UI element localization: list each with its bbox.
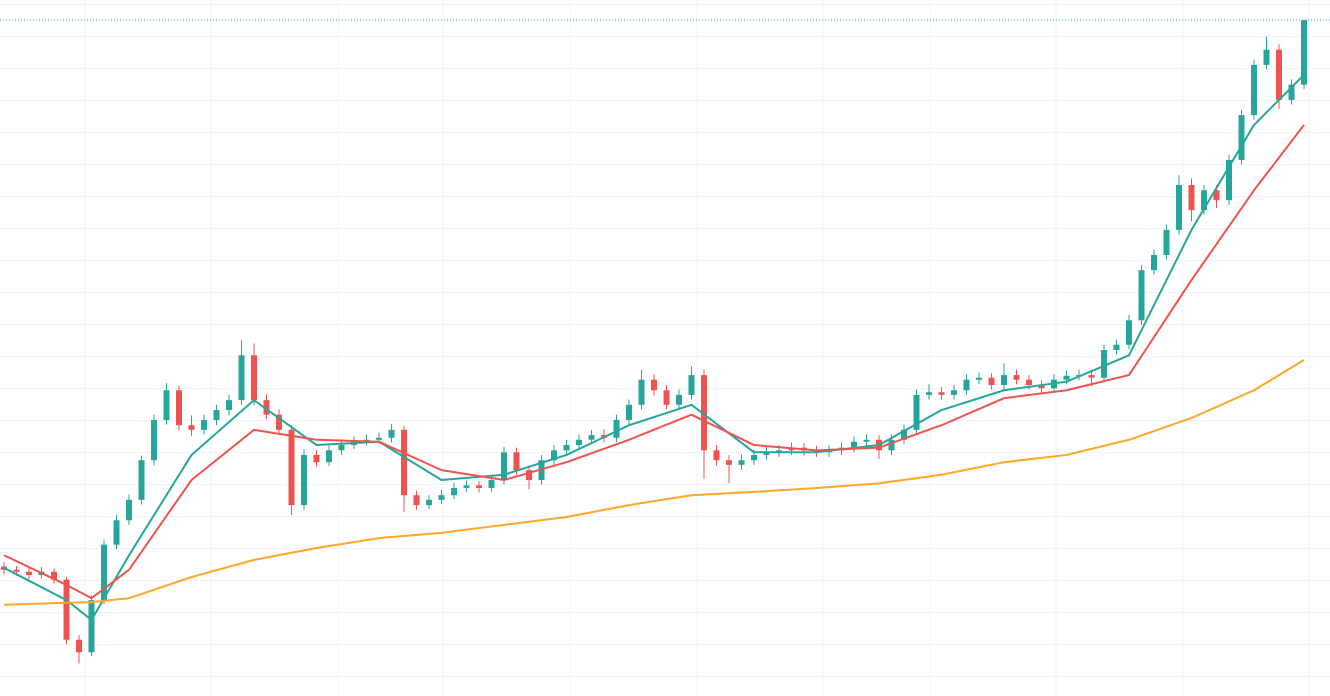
candle-body <box>738 460 745 465</box>
candle-body <box>1088 375 1095 378</box>
candle-body <box>288 429 295 506</box>
moving-average-line <box>3 74 1305 621</box>
candle-body <box>626 404 632 420</box>
candle-body <box>1251 64 1257 116</box>
candle-body <box>451 487 457 496</box>
candle-body <box>101 544 107 601</box>
candle-body <box>51 571 57 580</box>
candle-body <box>501 452 507 481</box>
candle-body <box>588 435 595 440</box>
candle-body <box>1163 229 1170 255</box>
candle-body <box>576 439 582 446</box>
candle-body <box>1013 375 1020 380</box>
candle-body <box>201 419 207 430</box>
candle-body <box>188 425 195 430</box>
candle-body <box>1301 20 1307 85</box>
candle-body <box>526 470 532 481</box>
candle-body <box>1038 384 1045 389</box>
candle-body <box>376 437 382 440</box>
candle-body <box>151 419 157 461</box>
candle-body <box>863 439 870 442</box>
moving-average-line <box>3 359 1305 606</box>
moving-average-line <box>3 124 1305 600</box>
candle-body <box>276 414 282 430</box>
candle-body <box>1238 115 1245 160</box>
candle-body <box>663 390 670 405</box>
candle-body <box>76 639 82 653</box>
candle-body <box>238 355 245 401</box>
candle-body <box>1101 350 1107 378</box>
candle-body <box>701 375 707 451</box>
candle-body <box>438 495 445 500</box>
candle-body <box>563 445 570 451</box>
candle-body <box>1176 185 1182 230</box>
candle-body <box>251 355 257 401</box>
candle-body <box>1288 84 1295 100</box>
candle-body <box>463 485 470 488</box>
candle-body <box>113 520 120 545</box>
candle-body <box>313 454 320 463</box>
candle-body <box>138 460 145 500</box>
candle-body <box>1188 185 1195 211</box>
candle-body <box>651 379 657 391</box>
candle-body <box>1151 254 1157 271</box>
candle-body <box>888 439 895 451</box>
candle-body <box>326 450 332 463</box>
candle-body <box>388 429 395 438</box>
candle-body <box>26 571 32 576</box>
candle-body <box>676 394 682 405</box>
candle-body <box>901 429 907 440</box>
candle-body <box>713 450 720 461</box>
candle-body <box>638 379 645 405</box>
candle-body <box>213 410 220 420</box>
candle-body <box>226 400 232 411</box>
candle-body <box>1226 159 1232 201</box>
candle-body <box>126 499 132 521</box>
candle-body <box>1126 320 1132 345</box>
candle-body <box>1138 270 1145 321</box>
candle-body <box>1201 190 1207 211</box>
candle-body <box>263 400 270 415</box>
candle-body <box>1213 190 1220 201</box>
candle-body <box>176 390 182 426</box>
candle-body <box>751 454 757 461</box>
candle-body <box>988 377 995 385</box>
candle-body <box>688 375 695 395</box>
candle-body <box>338 445 345 451</box>
candle-body <box>1263 49 1270 65</box>
candle-body <box>488 480 495 488</box>
candle-body <box>426 499 432 506</box>
candle-body <box>913 394 920 430</box>
candle-body <box>401 429 407 496</box>
candle-body <box>613 419 620 438</box>
candle-body <box>851 441 857 448</box>
candle-body <box>1276 49 1282 100</box>
candle-body <box>1026 379 1032 385</box>
candle-body <box>1063 375 1070 380</box>
candle-body <box>1001 375 1007 385</box>
candle-body <box>726 460 732 465</box>
candle-body <box>476 485 482 488</box>
candle-body <box>551 450 557 461</box>
candle-body <box>88 600 95 653</box>
candle-body <box>1113 344 1120 350</box>
candle-body <box>163 390 170 420</box>
candle-body <box>938 392 945 395</box>
candle-body <box>976 377 982 380</box>
candle-body <box>63 579 70 640</box>
candle-body <box>951 390 957 395</box>
candle-body <box>301 454 307 506</box>
candle-body <box>926 392 932 395</box>
candle-body <box>963 379 970 391</box>
candle-body <box>513 452 520 471</box>
vertical-grid <box>84 0 1310 696</box>
candle-body <box>763 452 770 455</box>
candle-body <box>13 569 20 572</box>
candle-body <box>413 495 420 506</box>
